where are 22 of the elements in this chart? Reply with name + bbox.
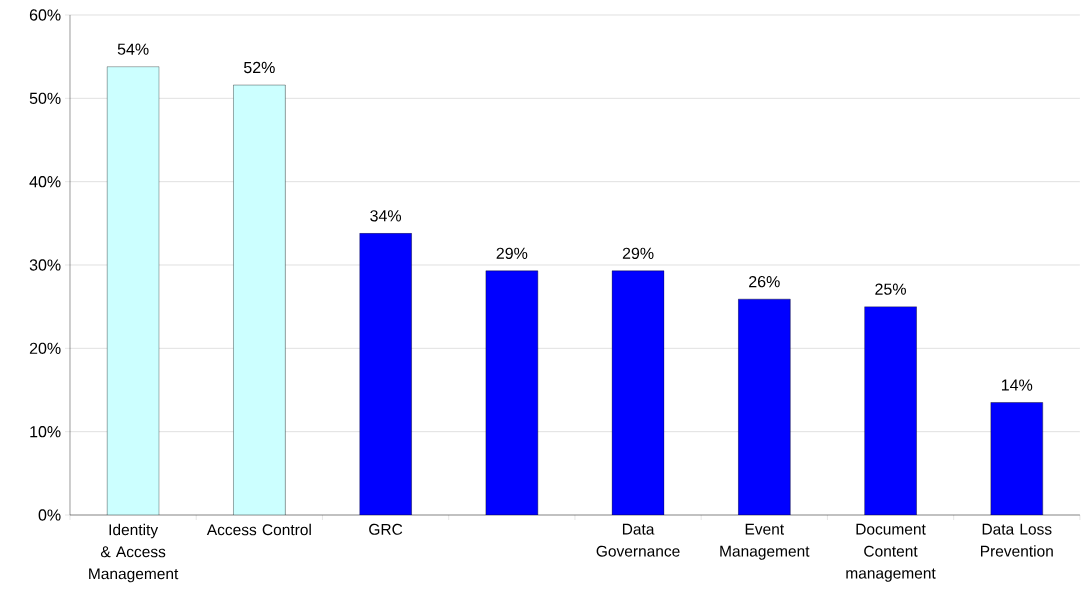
y-tick-label: 10%: [30, 426, 61, 438]
data-label: 34%: [370, 210, 402, 222]
data-label: 25%: [875, 283, 906, 295]
y-tick-label: 40%: [29, 176, 61, 188]
y-tick-label: 60%: [29, 9, 61, 21]
x-tick-label: Identity & Access Management: [89, 523, 179, 583]
y-tick-label: 0%: [38, 509, 61, 521]
x-tick-label: Event Management: [720, 523, 810, 560]
x-tick-label: Data Loss Prevention: [981, 523, 1053, 557]
data-label: 14%: [1001, 379, 1033, 391]
data-label: 29%: [622, 247, 654, 259]
data-label: 52%: [243, 61, 275, 74]
data-label: 29%: [496, 247, 528, 259]
x-tick-label: Data Governance: [596, 523, 680, 557]
x-tick-label: GRC: [369, 523, 403, 535]
y-tick-label: 20%: [29, 342, 61, 354]
x-tick-label: Document Content management: [846, 523, 936, 582]
data-label: 26%: [749, 275, 780, 288]
data-label: 54%: [117, 43, 149, 55]
y-tick-label: 30%: [29, 259, 61, 271]
x-tick-label: Access Control: [206, 523, 311, 536]
y-tick-label: 50%: [29, 92, 61, 104]
